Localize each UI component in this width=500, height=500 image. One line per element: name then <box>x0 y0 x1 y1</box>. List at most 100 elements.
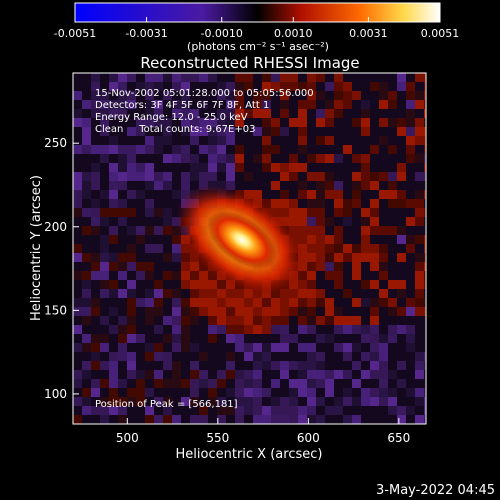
image-pixel <box>298 379 307 388</box>
image-pixel <box>280 172 289 181</box>
image-pixel <box>226 307 235 316</box>
image-pixel <box>397 91 406 100</box>
image-pixel <box>406 352 415 361</box>
image-pixel <box>91 271 100 280</box>
image-pixel <box>145 136 154 145</box>
image-pixel <box>118 172 127 181</box>
image-pixel <box>235 406 244 415</box>
image-pixel <box>244 82 253 91</box>
image-pixel <box>217 100 226 109</box>
image-pixel <box>190 118 199 127</box>
image-pixel <box>388 388 397 397</box>
image-pixel <box>388 280 397 289</box>
image-pixel <box>406 190 415 199</box>
image-pixel <box>118 127 127 136</box>
image-pixel <box>316 244 325 253</box>
image-pixel <box>145 82 154 91</box>
image-pixel <box>271 316 280 325</box>
image-pixel <box>163 91 172 100</box>
image-pixel <box>136 334 145 343</box>
image-pixel <box>136 316 145 325</box>
image-pixel <box>253 334 262 343</box>
image-pixel <box>307 145 316 154</box>
image-pixel <box>172 379 181 388</box>
image-pixel <box>244 136 253 145</box>
image-pixel <box>100 262 109 271</box>
image-pixel <box>388 370 397 379</box>
image-pixel <box>361 298 370 307</box>
image-pixel <box>181 280 190 289</box>
image-pixel <box>325 181 334 190</box>
image-pixel <box>298 190 307 199</box>
image-pixel <box>271 379 280 388</box>
image-pixel <box>415 154 424 163</box>
image-pixel <box>316 343 325 352</box>
image-pixel <box>388 271 397 280</box>
image-pixel <box>280 190 289 199</box>
image-pixel <box>91 199 100 208</box>
image-pixel <box>235 154 244 163</box>
image-pixel <box>145 244 154 253</box>
image-pixel <box>127 118 136 127</box>
image-pixel <box>397 262 406 271</box>
image-pixel <box>73 226 82 235</box>
image-pixel <box>352 217 361 226</box>
image-pixel <box>316 109 325 118</box>
image-pixel <box>352 118 361 127</box>
image-pixel <box>190 415 199 424</box>
image-pixel <box>307 280 316 289</box>
image-pixel <box>379 163 388 172</box>
image-pixel <box>370 406 379 415</box>
image-pixel <box>100 172 109 181</box>
image-pixel <box>190 262 199 271</box>
image-pixel <box>334 172 343 181</box>
image-pixel <box>334 91 343 100</box>
image-pixel <box>253 361 262 370</box>
image-pixel <box>370 190 379 199</box>
image-pixel <box>406 199 415 208</box>
image-pixel <box>91 109 100 118</box>
image-pixel <box>352 109 361 118</box>
image-pixel <box>280 136 289 145</box>
image-pixel <box>271 172 280 181</box>
image-pixel <box>100 271 109 280</box>
image-pixel <box>325 127 334 136</box>
image-pixel <box>226 181 235 190</box>
image-pixel <box>424 289 426 298</box>
image-pixel <box>244 361 253 370</box>
image-pixel <box>253 145 262 154</box>
image-pixel <box>127 163 136 172</box>
image-pixel <box>235 163 244 172</box>
image-pixel <box>217 379 226 388</box>
image-pixel <box>352 298 361 307</box>
image-pixel <box>370 370 379 379</box>
image-pixel <box>145 289 154 298</box>
image-pixel <box>334 208 343 217</box>
image-pixel <box>370 163 379 172</box>
image-pixel <box>406 289 415 298</box>
image-pixel <box>298 280 307 289</box>
image-pixel <box>172 343 181 352</box>
image-pixel <box>289 172 298 181</box>
image-pixel <box>280 307 289 316</box>
image-pixel <box>145 271 154 280</box>
image-pixel <box>154 280 163 289</box>
image-pixel <box>388 217 397 226</box>
image-pixel <box>127 190 136 199</box>
image-pixel <box>199 91 208 100</box>
image-pixel <box>73 370 82 379</box>
image-pixel <box>136 118 145 127</box>
image-pixel <box>127 172 136 181</box>
image-pixel <box>172 226 181 235</box>
image-pixel <box>316 127 325 136</box>
image-pixel <box>316 289 325 298</box>
image-pixel <box>190 271 199 280</box>
image-pixel <box>100 406 109 415</box>
image-pixel <box>172 370 181 379</box>
image-pixel <box>325 118 334 127</box>
image-pixel <box>127 352 136 361</box>
image-pixel <box>325 91 334 100</box>
image-pixel <box>199 388 208 397</box>
image-pixel <box>307 397 316 406</box>
image-pixel <box>280 370 289 379</box>
